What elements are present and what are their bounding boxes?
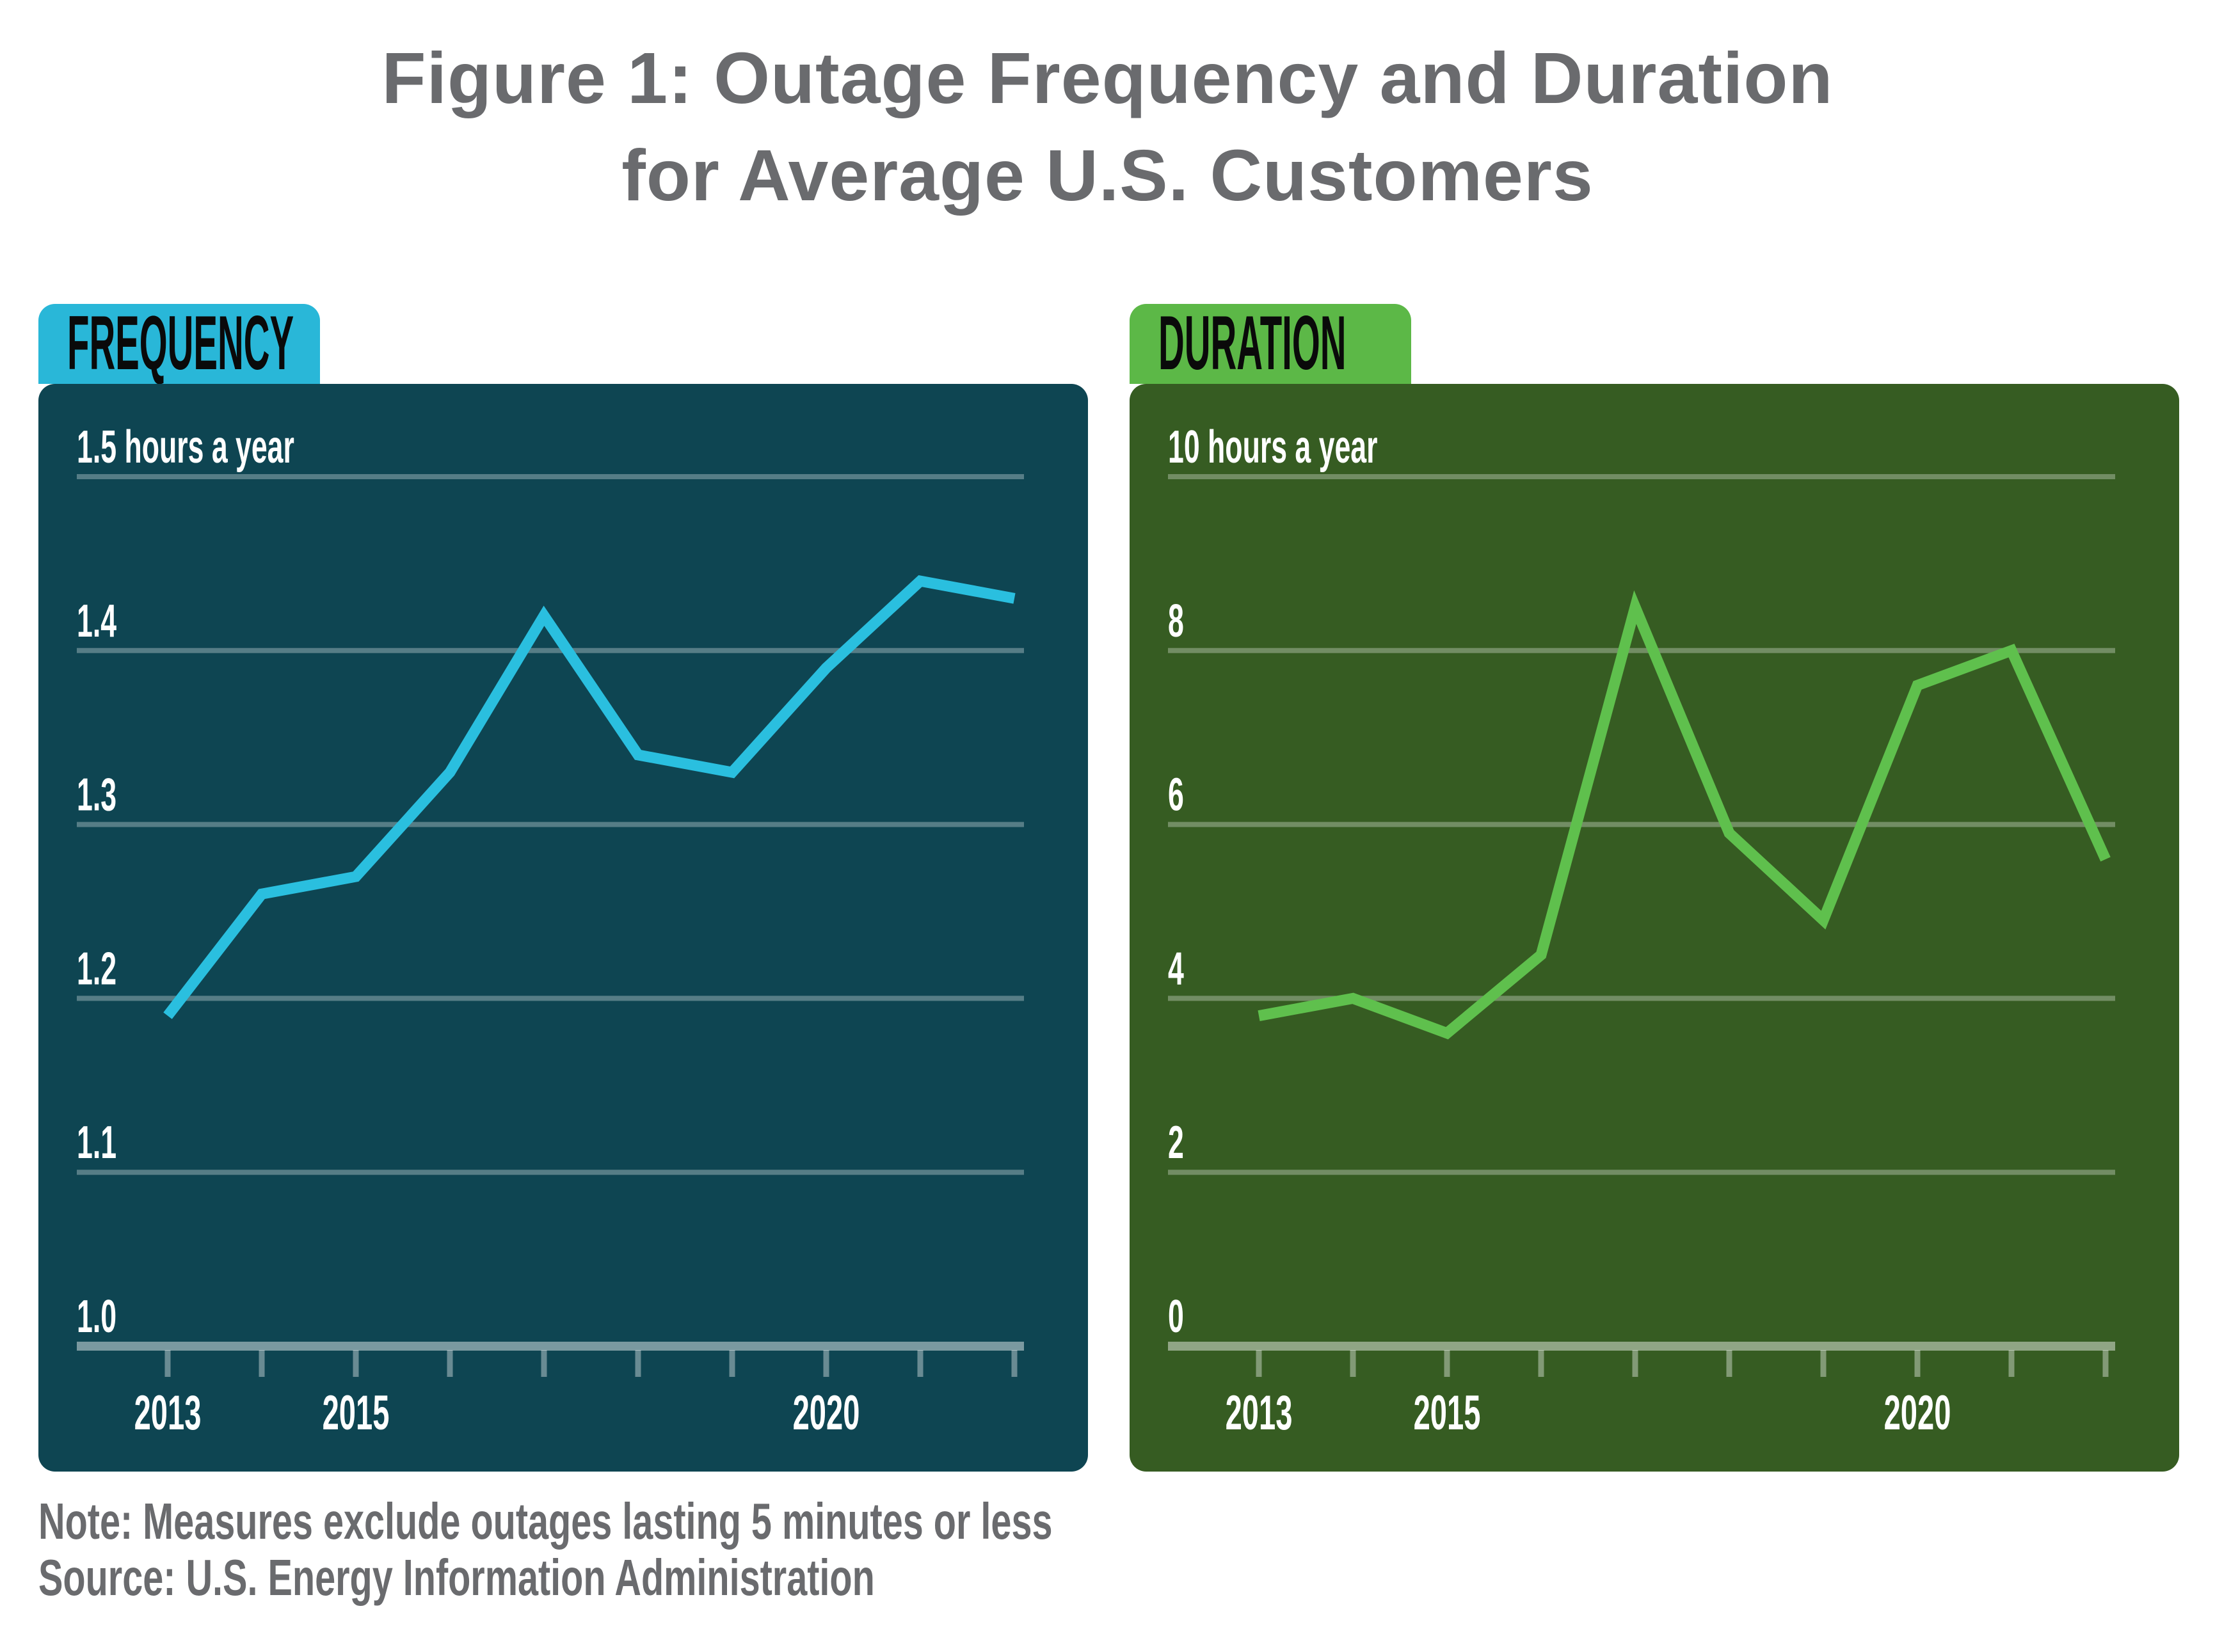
y-tick-label: 4 [1168,942,1184,994]
duration-tab: DURATION [1130,304,1411,384]
x-tick-label: 2015 [1414,1386,1481,1440]
duration-tab-label: DURATION [1158,300,1347,386]
duration-data-line [1258,590,2111,1040]
x-tick-label: 2013 [134,1386,202,1440]
x-tick-label: 2015 [323,1386,390,1440]
y-tick-label: 6 [1168,769,1184,821]
y-tick-label: 1.3 [77,769,116,821]
y-tick-label: 1.0 [77,1291,116,1342]
figure-title-line-1: Figure 1: Outage Frequency and Duration [381,38,1834,118]
y-tick-label: 1.5 hours a year [77,421,294,473]
figure-title-line-2: for Average U.S. Customers [621,135,1594,216]
frequency-panel: 1.5 hours a year 1.4 1.3 1.2 1.1 1.0 2013 2015 2… [38,384,1088,1472]
duration-panel: 10 hours a year 8 6 4 2 0 2013 2015 2020 [1130,384,2179,1472]
x-tick-label: 2020 [1884,1386,1951,1440]
y-tick-label: 1.2 [77,942,116,994]
frequency-data-line [163,575,1016,1019]
y-tick-label: 8 [1168,595,1184,647]
source-text: Source: U.S. Energy Information Administ… [38,1549,875,1606]
y-tick-label: 2 [1168,1116,1184,1168]
y-tick-label: 10 hours a year [1168,421,1377,473]
duration-plot: 10 hours a year 8 6 4 2 0 2013 2015 2020 [1168,421,2115,1440]
y-tick-label: 1.4 [77,595,116,647]
footnote: Note: Measures exclude outages lasting 5… [38,1495,1447,1548]
y-tick-label: 1.1 [77,1116,116,1168]
frequency-tab: FREQUENCY [38,304,320,384]
y-tick-label: 0 [1168,1291,1184,1342]
footnote-text: Note: Measures exclude outages lasting 5… [38,1493,1053,1550]
frequency-tab-label: FREQUENCY [67,300,294,386]
frequency-plot: 1.5 hours a year 1.4 1.3 1.2 1.1 1.0 2013 2015 2… [77,421,1024,1440]
source-note: Source: U.S. Energy Information Administ… [38,1551,1200,1605]
x-tick-label: 2013 [1226,1386,1293,1440]
x-tick-label: 2020 [793,1386,860,1440]
figure-title: Figure 1: Outage Frequency and Duration … [0,29,2215,224]
